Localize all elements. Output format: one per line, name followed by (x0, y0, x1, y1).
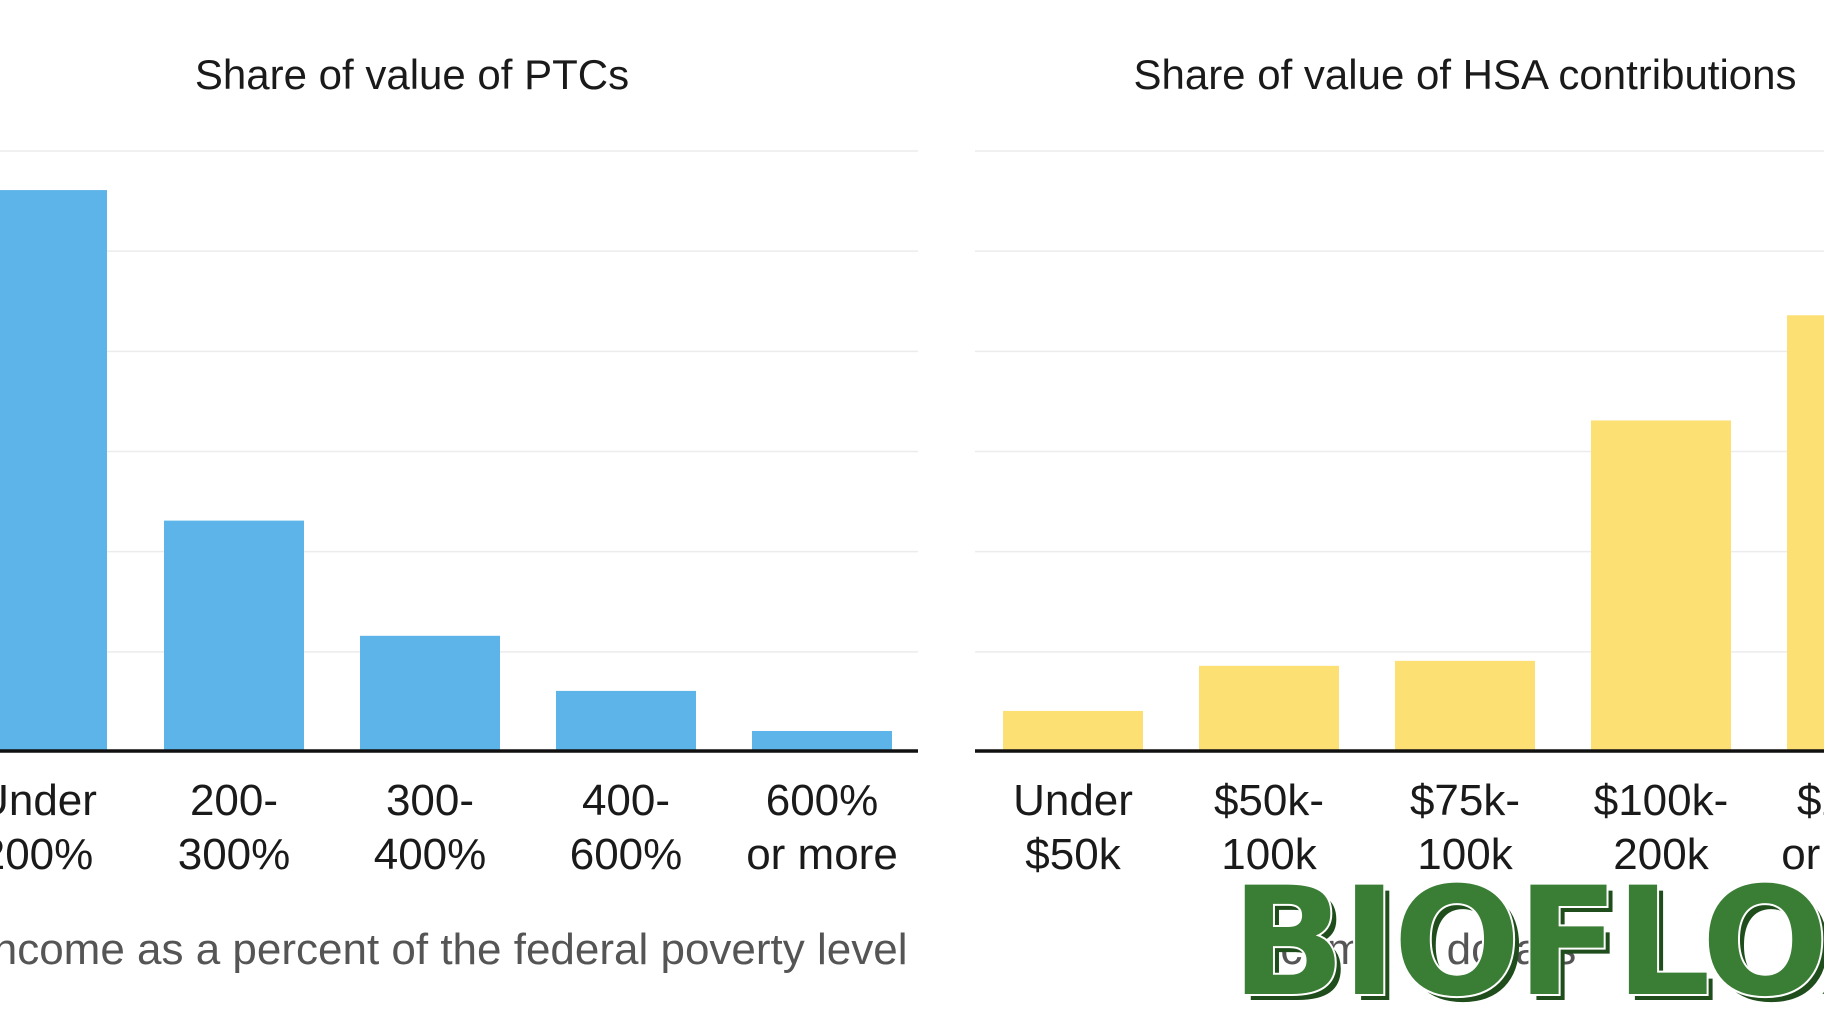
x-tick-label: Under $50k (1013, 776, 1133, 879)
bar (0, 190, 107, 752)
watermark-logo: BIOFLOX BIOFLOX (1229, 854, 1824, 1026)
watermark-shadow: BIOFLOX (1237, 862, 1824, 1026)
x-tick-labels: Under200% 200-300% 300-400% 400-600% 600%or … (0, 776, 898, 879)
watermark-text: BIOFLOX (1231, 856, 1824, 1026)
x-tick-label: $50k-100k (1214, 776, 1324, 879)
x-tick-label: $100k-200k (1594, 776, 1729, 879)
bar (1199, 665, 1339, 751)
chart-ptc: Share of value of PTCs Under200% 200-300%… (0, 51, 918, 974)
x-axis-label: Income as a percent of the federal pover… (0, 925, 907, 974)
x-tick-label: 200-300% (178, 776, 291, 879)
bar (1395, 660, 1535, 751)
x-axis-label: Income in dollars (1244, 925, 1577, 974)
x-tick-labels: Under$50k $50k-100k $75k-100k $100k-200k $20… (1013, 776, 1824, 879)
chart-hsa: Share of value of HSA contributions Unde… (975, 51, 1824, 974)
x-tick-label: Under200% (0, 776, 97, 879)
bar (1003, 710, 1143, 751)
bar (164, 520, 304, 751)
bar (360, 635, 500, 751)
bar (752, 730, 892, 751)
bar (1591, 420, 1731, 751)
x-tick-label: 300-400% (374, 776, 487, 879)
gridlines (0, 150, 918, 653)
bar (1787, 315, 1824, 751)
x-tick-label: 400-600% (570, 776, 683, 879)
chart-title: Share of value of HSA contributions (1133, 51, 1796, 98)
x-tick-label: $200kor more (1781, 776, 1824, 879)
bar (556, 690, 696, 751)
bars (1003, 315, 1824, 751)
x-tick-label: $75k-100k (1410, 776, 1520, 879)
bars (0, 190, 892, 752)
x-tick-label: 600% or more (746, 776, 898, 879)
chart-title: Share of value of PTCs (195, 51, 629, 98)
